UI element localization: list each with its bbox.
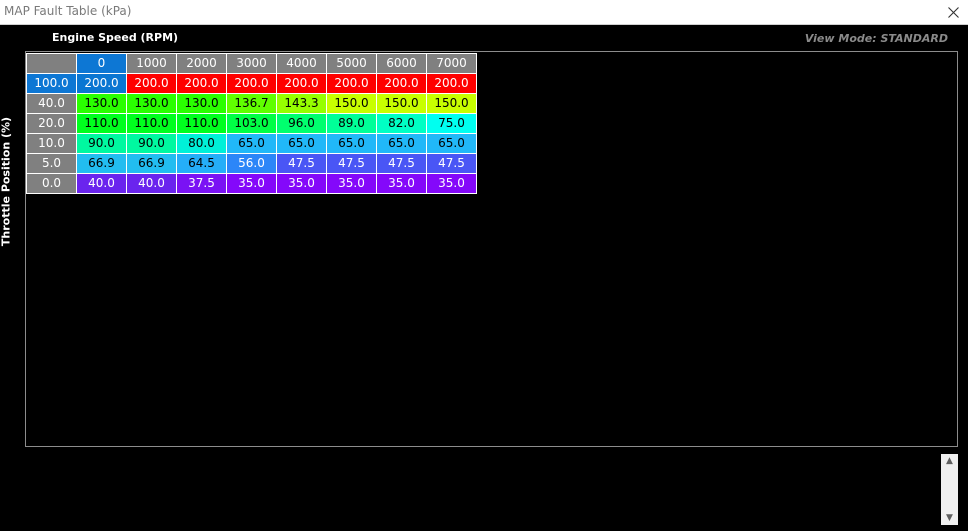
rpm-header-cell[interactable]: 7000 [426, 53, 477, 74]
table-cell[interactable]: 130.0 [176, 93, 227, 114]
table-cell[interactable]: 200.0 [76, 73, 127, 94]
table-cell[interactable]: 65.0 [376, 133, 427, 154]
rpm-header-cell[interactable]: 5000 [326, 53, 377, 74]
table-cell[interactable]: 35.0 [276, 173, 327, 194]
table-cell[interactable]: 200.0 [376, 73, 427, 94]
table-cell[interactable]: 90.0 [76, 133, 127, 154]
tps-header-cell[interactable]: 100.0 [26, 73, 77, 94]
view-mode-label: View Mode: STANDARD [804, 32, 948, 45]
tps-header-cell[interactable]: 40.0 [26, 93, 77, 114]
rpm-header-cell[interactable]: 2000 [176, 53, 227, 74]
table-cell[interactable]: 66.9 [126, 153, 177, 174]
table-cell[interactable]: 65.0 [326, 133, 377, 154]
rpm-header-cell[interactable]: 3000 [226, 53, 277, 74]
table-cell[interactable]: 110.0 [126, 113, 177, 134]
table-cell[interactable]: 35.0 [326, 173, 377, 194]
x-axis-label: Engine Speed (RPM) [52, 31, 179, 44]
table-cell[interactable]: 65.0 [276, 133, 327, 154]
table-cell[interactable]: 37.5 [176, 173, 227, 194]
tps-header-cell[interactable]: 5.0 [26, 153, 77, 174]
table-cell[interactable]: 150.0 [326, 93, 377, 114]
rpm-header-row: 0 1000 2000 3000 4000 5000 6000 7000 [26, 53, 477, 74]
table-corner [26, 53, 77, 74]
table-row: 0.0 40.0 40.0 37.5 35.0 35.0 35.0 35.0 35.0 [26, 173, 477, 194]
map-fault-table: 0 1000 2000 3000 4000 5000 6000 7000 100.0 200.0 2… [26, 53, 477, 194]
scroll-down-icon[interactable]: ▼ [946, 513, 953, 523]
table-cell[interactable]: 47.5 [276, 153, 327, 174]
table-cell[interactable]: 65.0 [226, 133, 277, 154]
tps-header-cell[interactable]: 10.0 [26, 133, 77, 154]
table-cell[interactable]: 110.0 [76, 113, 127, 134]
table-cell[interactable]: 89.0 [326, 113, 377, 134]
table-cell[interactable]: 56.0 [226, 153, 277, 174]
table-cell[interactable]: 35.0 [226, 173, 277, 194]
tps-header-cell[interactable]: 20.0 [26, 113, 77, 134]
close-button[interactable] [938, 0, 968, 25]
table-cell[interactable]: 82.0 [376, 113, 427, 134]
table-row: 5.0 66.9 66.9 64.5 56.0 47.5 47.5 47.5 47.5 [26, 153, 477, 174]
table-cell[interactable]: 143.3 [276, 93, 327, 114]
tps-header-cell[interactable]: 0.0 [26, 173, 77, 194]
window-title: MAP Fault Table (kPa) [4, 4, 132, 18]
table-cell[interactable]: 40.0 [76, 173, 127, 194]
table-cell[interactable]: 47.5 [376, 153, 427, 174]
table-cell[interactable]: 200.0 [176, 73, 227, 94]
scroll-up-icon[interactable]: ▲ [946, 456, 953, 466]
table-cell[interactable]: 200.0 [226, 73, 277, 94]
table-cell[interactable]: 90.0 [126, 133, 177, 154]
table-row: 20.0 110.0 110.0 110.0 103.0 96.0 89.0 82.0 75.0 [26, 113, 477, 134]
table-cell[interactable]: 66.9 [76, 153, 127, 174]
table-cell[interactable]: 130.0 [76, 93, 127, 114]
table-row: 10.0 90.0 90.0 80.0 65.0 65.0 65.0 65.0 65.0 [26, 133, 477, 154]
table-cell[interactable]: 130.0 [126, 93, 177, 114]
table-cell[interactable]: 136.7 [226, 93, 277, 114]
close-icon [947, 7, 959, 18]
table-cell[interactable]: 65.0 [426, 133, 477, 154]
table-cell[interactable]: 110.0 [176, 113, 227, 134]
table-cell[interactable]: 150.0 [376, 93, 427, 114]
table-row: 40.0 130.0 130.0 130.0 136.7 143.3 150.0 150.0 1… [26, 93, 477, 114]
table-cell[interactable]: 35.0 [426, 173, 477, 194]
table-row: 100.0 200.0 200.0 200.0 200.0 200.0 200.0 200.0… [26, 73, 477, 94]
y-axis-label: Throttle Position (%) [0, 116, 13, 247]
table-cell[interactable]: 150.0 [426, 93, 477, 114]
table-cell[interactable]: 40.0 [126, 173, 177, 194]
vertical-scrollbar[interactable]: ▲ ▼ [941, 454, 958, 525]
rpm-header-cell[interactable]: 1000 [126, 53, 177, 74]
table-cell[interactable]: 200.0 [126, 73, 177, 94]
table-cell[interactable]: 47.5 [326, 153, 377, 174]
table-frame: 0 1000 2000 3000 4000 5000 6000 7000 100.0 200.0 2… [25, 51, 958, 447]
table-cell[interactable]: 75.0 [426, 113, 477, 134]
rpm-header-cell[interactable]: 6000 [376, 53, 427, 74]
table-cell[interactable]: 80.0 [176, 133, 227, 154]
table-cell[interactable]: 200.0 [326, 73, 377, 94]
table-cell[interactable]: 96.0 [276, 113, 327, 134]
table-cell[interactable]: 47.5 [426, 153, 477, 174]
table-cell[interactable]: 35.0 [376, 173, 427, 194]
table-cell[interactable]: 103.0 [226, 113, 277, 134]
table-cell[interactable]: 64.5 [176, 153, 227, 174]
title-bar: MAP Fault Table (kPa) [0, 0, 968, 25]
table-cell[interactable]: 200.0 [276, 73, 327, 94]
table-cell[interactable]: 200.0 [426, 73, 477, 94]
rpm-header-cell[interactable]: 4000 [276, 53, 327, 74]
rpm-header-cell[interactable]: 0 [76, 53, 127, 74]
